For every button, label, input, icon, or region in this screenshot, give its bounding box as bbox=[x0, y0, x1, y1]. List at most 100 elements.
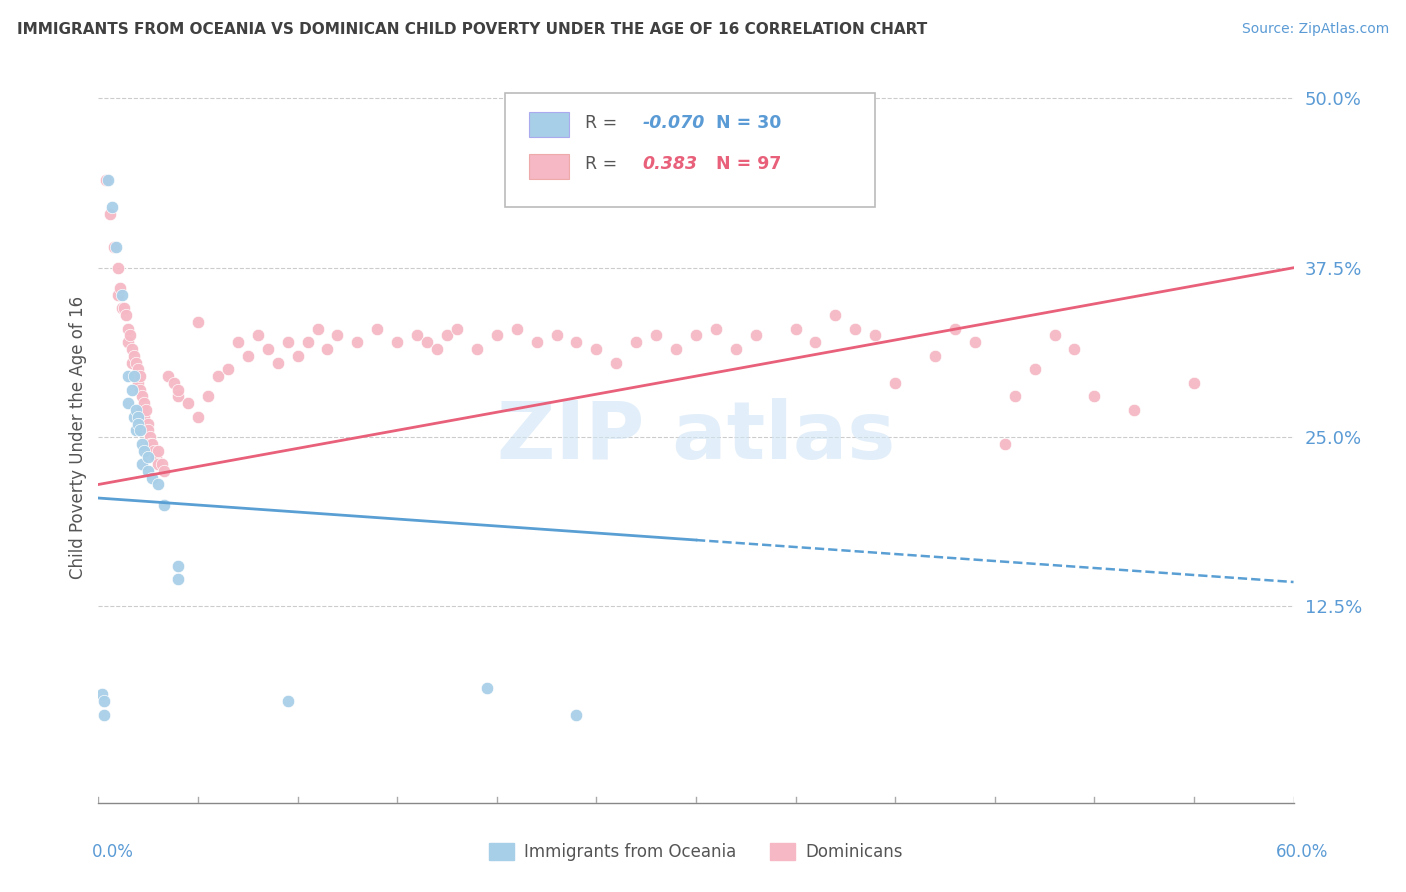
Point bbox=[129, 369, 152, 384]
Point bbox=[111, 288, 134, 302]
Point bbox=[117, 322, 139, 336]
Legend: Immigrants from Oceania, Dominicans: Immigrants from Oceania, Dominicans bbox=[482, 836, 910, 868]
Point bbox=[153, 498, 176, 512]
Point bbox=[134, 443, 156, 458]
Point bbox=[131, 403, 153, 417]
Point bbox=[207, 369, 229, 384]
Point bbox=[605, 355, 627, 369]
Point bbox=[148, 443, 170, 458]
Point bbox=[117, 335, 139, 350]
Point bbox=[125, 403, 148, 417]
Point bbox=[465, 342, 488, 356]
Point bbox=[125, 423, 148, 437]
Point bbox=[135, 403, 157, 417]
Point bbox=[97, 172, 120, 186]
Point bbox=[150, 457, 173, 471]
Point bbox=[96, 172, 118, 186]
Point bbox=[626, 335, 648, 350]
Point bbox=[139, 437, 162, 451]
Point bbox=[101, 200, 124, 214]
Point bbox=[148, 477, 170, 491]
Text: Source: ZipAtlas.com: Source: ZipAtlas.com bbox=[1241, 22, 1389, 37]
Point bbox=[134, 409, 156, 424]
Point bbox=[136, 464, 159, 478]
Point bbox=[236, 349, 259, 363]
Point bbox=[865, 328, 887, 343]
Text: N = 30: N = 30 bbox=[716, 113, 782, 131]
Point bbox=[526, 335, 548, 350]
Point bbox=[416, 335, 439, 350]
Point bbox=[110, 281, 132, 295]
Text: N = 97: N = 97 bbox=[716, 155, 782, 173]
Point bbox=[963, 335, 986, 350]
Point bbox=[125, 355, 148, 369]
Point bbox=[436, 328, 458, 343]
Point bbox=[277, 694, 299, 708]
Point bbox=[665, 342, 688, 356]
Point bbox=[385, 335, 409, 350]
FancyBboxPatch shape bbox=[529, 154, 569, 179]
Point bbox=[287, 349, 309, 363]
Point bbox=[167, 572, 190, 586]
Point bbox=[785, 322, 807, 336]
Point bbox=[406, 328, 429, 343]
FancyBboxPatch shape bbox=[529, 112, 569, 137]
Point bbox=[1043, 328, 1066, 343]
Point bbox=[103, 240, 125, 254]
Point bbox=[256, 342, 278, 356]
Point bbox=[685, 328, 707, 343]
Point bbox=[124, 409, 146, 424]
FancyBboxPatch shape bbox=[505, 94, 875, 207]
Point bbox=[131, 457, 153, 471]
Point bbox=[124, 349, 146, 363]
Point bbox=[107, 288, 129, 302]
Point bbox=[121, 342, 143, 356]
Point bbox=[804, 335, 827, 350]
Point bbox=[167, 389, 190, 403]
Point bbox=[546, 328, 568, 343]
Point bbox=[226, 335, 249, 350]
Point bbox=[131, 437, 153, 451]
Point bbox=[267, 355, 290, 369]
Point bbox=[506, 322, 529, 336]
Point bbox=[246, 328, 269, 343]
Point bbox=[111, 301, 134, 316]
Text: R =: R = bbox=[585, 113, 623, 131]
Point bbox=[316, 342, 339, 356]
Point bbox=[187, 315, 209, 329]
Point bbox=[120, 328, 142, 343]
Point bbox=[136, 450, 159, 465]
Point bbox=[107, 260, 129, 275]
Text: 0.0%: 0.0% bbox=[91, 843, 134, 861]
Point bbox=[167, 558, 190, 573]
Point bbox=[145, 450, 167, 465]
Point bbox=[163, 376, 186, 390]
Point bbox=[143, 443, 166, 458]
Point bbox=[366, 322, 388, 336]
Point bbox=[141, 437, 163, 451]
Point bbox=[1182, 376, 1205, 390]
Point bbox=[943, 322, 966, 336]
Point bbox=[139, 430, 162, 444]
Point bbox=[112, 301, 135, 316]
Point bbox=[446, 322, 468, 336]
Point bbox=[141, 471, 163, 485]
Point bbox=[844, 322, 866, 336]
Point bbox=[129, 423, 152, 437]
Point bbox=[98, 206, 122, 220]
Point bbox=[1083, 389, 1105, 403]
Point bbox=[724, 342, 747, 356]
Point bbox=[129, 383, 152, 397]
Point bbox=[426, 342, 449, 356]
Text: -0.070: -0.070 bbox=[643, 113, 704, 131]
Point bbox=[117, 396, 139, 410]
Point bbox=[93, 694, 115, 708]
Point bbox=[924, 349, 946, 363]
Point bbox=[127, 409, 149, 424]
Point bbox=[704, 322, 727, 336]
Text: IMMIGRANTS FROM OCEANIA VS DOMINICAN CHILD POVERTY UNDER THE AGE OF 16 CORRELATI: IMMIGRANTS FROM OCEANIA VS DOMINICAN CHI… bbox=[17, 22, 927, 37]
Point bbox=[91, 688, 114, 702]
Point bbox=[148, 457, 170, 471]
Text: R =: R = bbox=[585, 155, 623, 173]
Text: ZIP atlas: ZIP atlas bbox=[496, 398, 896, 476]
